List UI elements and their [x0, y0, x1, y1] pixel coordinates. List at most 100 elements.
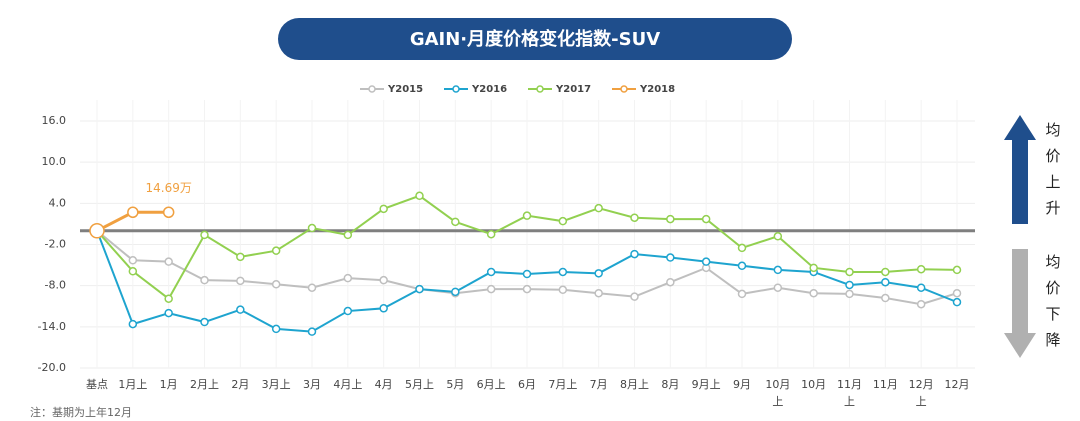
- point: [737, 243, 747, 253]
- point: [773, 265, 783, 275]
- y-tick-label: 16.0: [42, 114, 67, 127]
- x-tick-label: 1月上: [118, 378, 147, 391]
- point: [701, 214, 711, 224]
- y-tick-label: -8.0: [45, 279, 66, 292]
- point: [809, 263, 818, 273]
- chart-title: GAIN·月度价格变化指数-SUV: [410, 28, 660, 50]
- x-tick-label: 3月上: [262, 378, 291, 391]
- point: [845, 267, 854, 277]
- point: [952, 288, 962, 298]
- x-tick-label: 5月上: [405, 378, 434, 391]
- point: [451, 217, 460, 227]
- x-tick-label: 4月上: [333, 378, 362, 391]
- x-tick-label: 基点: [86, 378, 108, 391]
- point: [916, 299, 926, 309]
- x-tick-label: 1月: [160, 378, 178, 391]
- point: [128, 319, 138, 329]
- point: [486, 267, 496, 277]
- title-pill: [278, 18, 792, 60]
- point: [379, 204, 388, 214]
- y-tick-label: 4.0: [49, 196, 67, 209]
- point: [89, 223, 105, 239]
- x-tick-label: 9月: [733, 378, 751, 391]
- point: [558, 285, 568, 295]
- point: [701, 257, 711, 266]
- point: [128, 256, 138, 265]
- point: [236, 305, 245, 314]
- point: [881, 293, 890, 303]
- note: 注：基期为上年12月: [30, 405, 132, 419]
- point: [200, 230, 209, 240]
- point: [164, 308, 173, 318]
- point: [594, 269, 603, 278]
- legend-marker: [452, 85, 460, 93]
- point: [451, 287, 460, 297]
- point: [666, 214, 675, 224]
- x-tick-label: 2月上: [190, 378, 219, 391]
- point: [271, 280, 281, 289]
- point: [200, 317, 209, 327]
- point: [486, 284, 496, 294]
- x-tick-label: 2月: [231, 378, 249, 391]
- point: [415, 284, 424, 294]
- x-tick-label: 6月: [518, 378, 536, 391]
- point: [486, 229, 496, 239]
- point: [379, 304, 388, 313]
- x-tick-label: 5月: [446, 378, 464, 391]
- x-tick-label: 10月上: [765, 378, 790, 408]
- legend-label: Y2017: [555, 84, 591, 95]
- x-tick-label: 7月上: [548, 378, 577, 391]
- legend-label: Y2016: [471, 84, 507, 95]
- annotation: 14.69万: [145, 181, 191, 195]
- point: [164, 257, 173, 266]
- point: [845, 289, 854, 299]
- legend-marker: [536, 85, 544, 93]
- point: [952, 265, 962, 275]
- point: [271, 246, 281, 255]
- point: [630, 213, 639, 222]
- point: [343, 306, 353, 316]
- point: [343, 230, 353, 240]
- point: [271, 324, 281, 334]
- point: [307, 327, 317, 336]
- point: [164, 294, 173, 303]
- x-tick-label: 8月: [661, 378, 679, 391]
- y-tick-label: 10.0: [42, 155, 67, 168]
- point: [845, 280, 854, 290]
- point: [162, 206, 175, 219]
- point: [128, 267, 138, 276]
- point: [916, 283, 926, 292]
- point: [952, 297, 962, 307]
- side-label: 均价下降: [1045, 253, 1060, 349]
- point: [666, 253, 675, 262]
- down-arrow: [1004, 249, 1036, 358]
- x-tick-label: 7月: [590, 378, 608, 391]
- point: [379, 275, 388, 285]
- point: [737, 289, 747, 299]
- side-label: 均价上升: [1045, 121, 1060, 217]
- point: [881, 277, 890, 287]
- legend-marker: [368, 85, 376, 93]
- point: [127, 206, 139, 219]
- point: [630, 292, 639, 301]
- point: [594, 203, 603, 213]
- x-tick-label: 12月: [945, 378, 970, 391]
- point: [307, 223, 317, 233]
- y-tick-label: -2.0: [45, 238, 66, 251]
- legend-label: Y2015: [387, 84, 423, 95]
- point: [236, 252, 245, 262]
- y-tick-label: -14.0: [38, 320, 66, 333]
- point: [343, 273, 353, 283]
- point: [415, 191, 424, 201]
- x-tick-label: 11月上: [837, 378, 862, 408]
- y-tick-label: -20.0: [38, 361, 66, 374]
- x-tick-label: 4月: [375, 378, 393, 391]
- up-arrow: [1004, 115, 1036, 224]
- point: [200, 275, 209, 285]
- point: [737, 261, 747, 271]
- point: [773, 232, 783, 241]
- x-tick-label: 9月上: [692, 378, 721, 391]
- point: [307, 283, 317, 292]
- point: [666, 277, 675, 287]
- x-tick-label: 8月上: [620, 378, 649, 391]
